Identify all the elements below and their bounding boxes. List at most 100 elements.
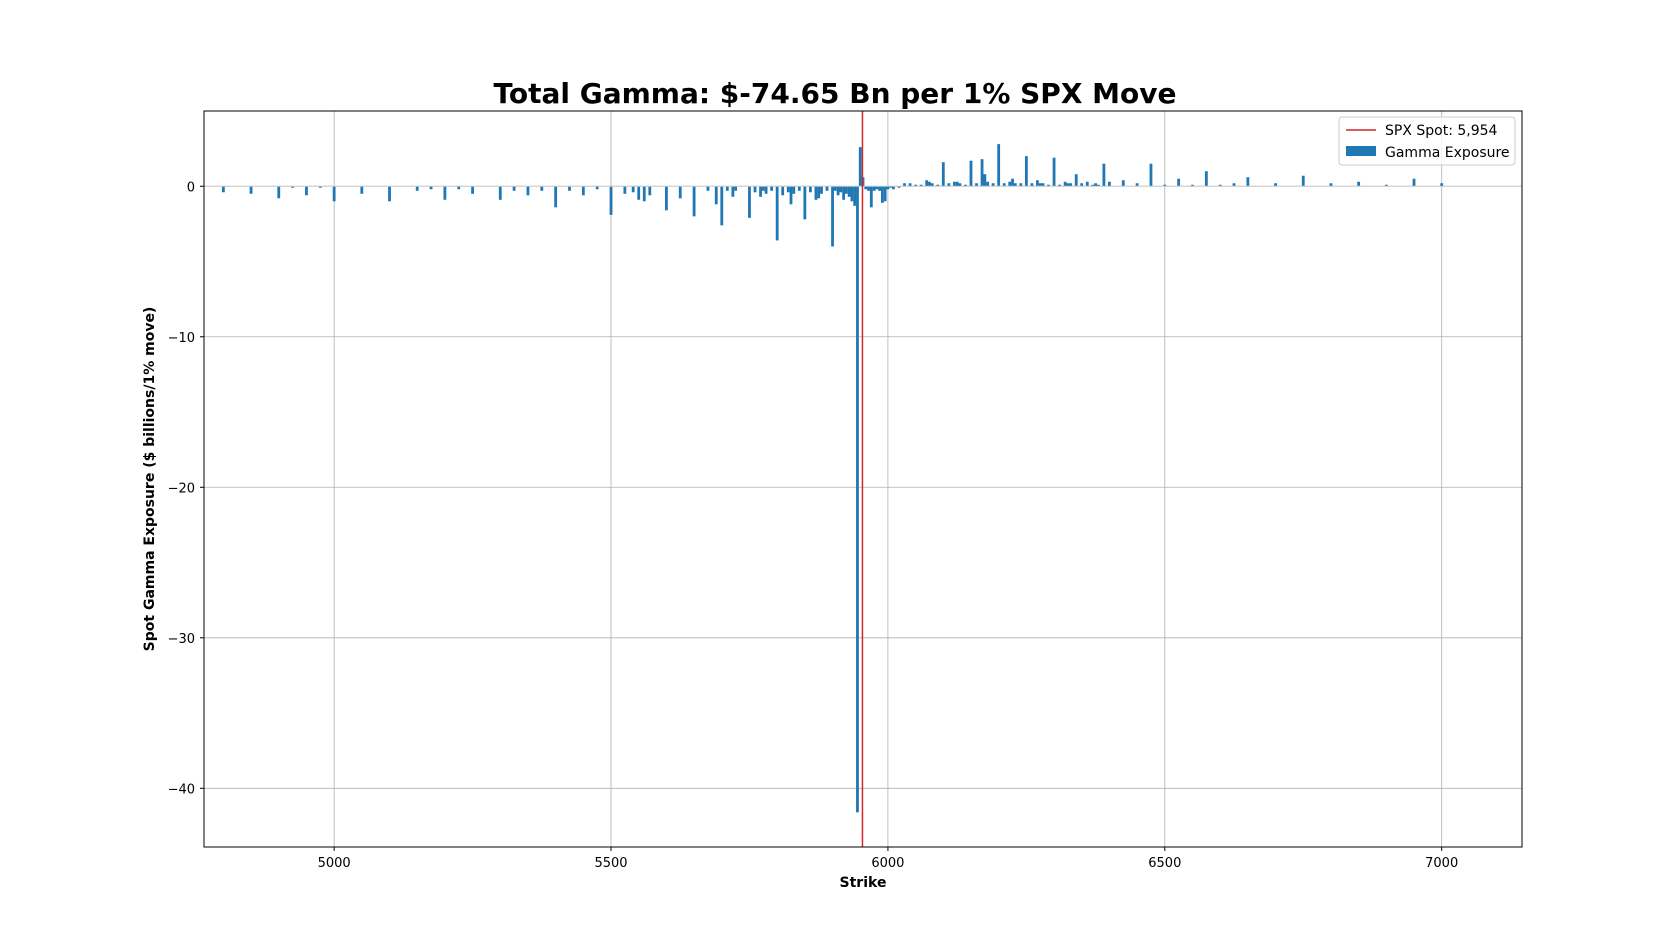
gamma-bar [847,186,851,197]
gamma-bar [526,186,530,196]
gamma-bar [1094,183,1097,187]
gamma-bar [903,183,906,187]
gamma-bar [665,186,668,211]
gamma-bar [1177,178,1181,187]
gamma-bar [808,186,812,193]
gamma-bar [991,183,995,187]
gamma-bar [1058,184,1061,187]
gamma-bar [997,144,1001,187]
gamma-bar [1091,184,1095,187]
gamma-bar [1047,184,1050,187]
gamma-bar [1191,184,1194,187]
x-tick-label: 7000 [1425,856,1458,871]
gamma-bar [568,186,571,191]
legend-box [1338,116,1516,166]
gamma-bar [457,186,461,190]
gamma-bar [1074,174,1078,187]
gamma-bar [930,183,934,187]
gamma-bar [764,186,768,194]
gamma-bar [540,186,544,191]
axis-ticks: 5000 5500 6000 6500 7000 0 −10 −20 −30 −40 [168,180,1459,871]
gamma-bar [770,186,774,191]
gamma-bar [720,186,724,226]
gamma-bar [1149,163,1153,187]
gamma-bar [928,181,931,187]
gamma-bar [952,181,956,187]
gamma-bar [734,186,738,191]
gamma-bar [249,186,253,194]
gamma-bar [1102,163,1106,187]
gamma-bar [980,159,984,187]
gamma-bar [443,186,447,200]
gamma-bar [797,186,801,191]
gamma-bar [975,183,978,187]
gamma-bar [415,186,419,191]
gamma-bar [595,186,599,190]
y-tick-label: −40 [168,782,195,797]
gamma-bar [958,183,962,187]
gamma-bar [892,186,895,190]
gamma-bar [1274,183,1277,187]
gamma-bar [706,186,710,191]
gamma-bar [955,181,959,187]
gamma-bar [1204,171,1208,187]
gamma-bar [889,186,893,188]
gamma-bar [1085,181,1089,187]
gamma-bar [914,184,918,187]
gamma-bar [1301,175,1305,187]
gamma-bar [1008,181,1012,187]
gamma-bar [825,186,829,191]
y-axis-label: Spot Gamma Exposure ($ billions/1% move) [142,307,158,652]
gamma-bar [1096,184,1100,187]
gamma-bar [983,174,987,187]
gamma-bar [878,186,882,191]
chart-title: Total Gamma: $-74.65 Bn per 1% SPX Move [494,77,1177,110]
gamma-bar [850,186,854,202]
gamma-bars [221,144,1444,813]
gamma-bar [429,186,433,190]
gamma-bar [1412,178,1416,187]
gamma-bar [986,181,990,187]
gamma-bar [792,186,796,194]
gamma-bar [277,186,281,199]
gamma-bar [817,186,821,199]
gamma-bar [631,186,635,193]
gamma-bar [1013,183,1017,187]
gamma-bar [925,180,929,187]
gamma-bar [554,186,558,208]
gamma-bar [936,184,940,187]
gamma-bar [839,186,843,193]
x-tick-label: 5000 [318,856,351,871]
gamma-bar [1080,183,1084,187]
gamma-bar [836,186,840,196]
gamma-bar [883,186,887,202]
gamma-bar [623,186,627,194]
y-tick-label: −20 [168,481,195,496]
gamma-bar [642,186,646,202]
gamma-bar [919,184,923,187]
gamma-bar [1218,184,1222,187]
legend-gamma-label: Gamma Exposure [1385,145,1510,161]
gamma-bar [332,186,336,202]
gamma-bar [1041,183,1045,187]
y-tick-label: −30 [168,632,195,647]
gamma-bar [897,186,901,188]
gamma-bar [761,186,765,191]
gamma-bar [221,186,225,193]
y-tick-label: 0 [187,180,195,195]
gamma-bar [969,160,973,187]
x-tick-label: 5500 [594,856,627,871]
gamma-bar [1357,181,1361,187]
gamma-bar [856,186,859,813]
gamma-bar [714,186,718,205]
x-tick-label: 6000 [871,856,904,871]
gamma-bar [1163,184,1167,187]
gamma-bar [864,186,868,190]
legend-gamma-swatch [1346,146,1376,156]
x-axis-label: Strike [840,875,887,891]
gamma-bar [858,147,862,187]
legend: SPX Spot: 5,954 Gamma Exposure [1338,116,1516,166]
legend-spot-label: SPX Spot: 5,954 [1385,123,1498,139]
gamma-bar [725,186,729,191]
